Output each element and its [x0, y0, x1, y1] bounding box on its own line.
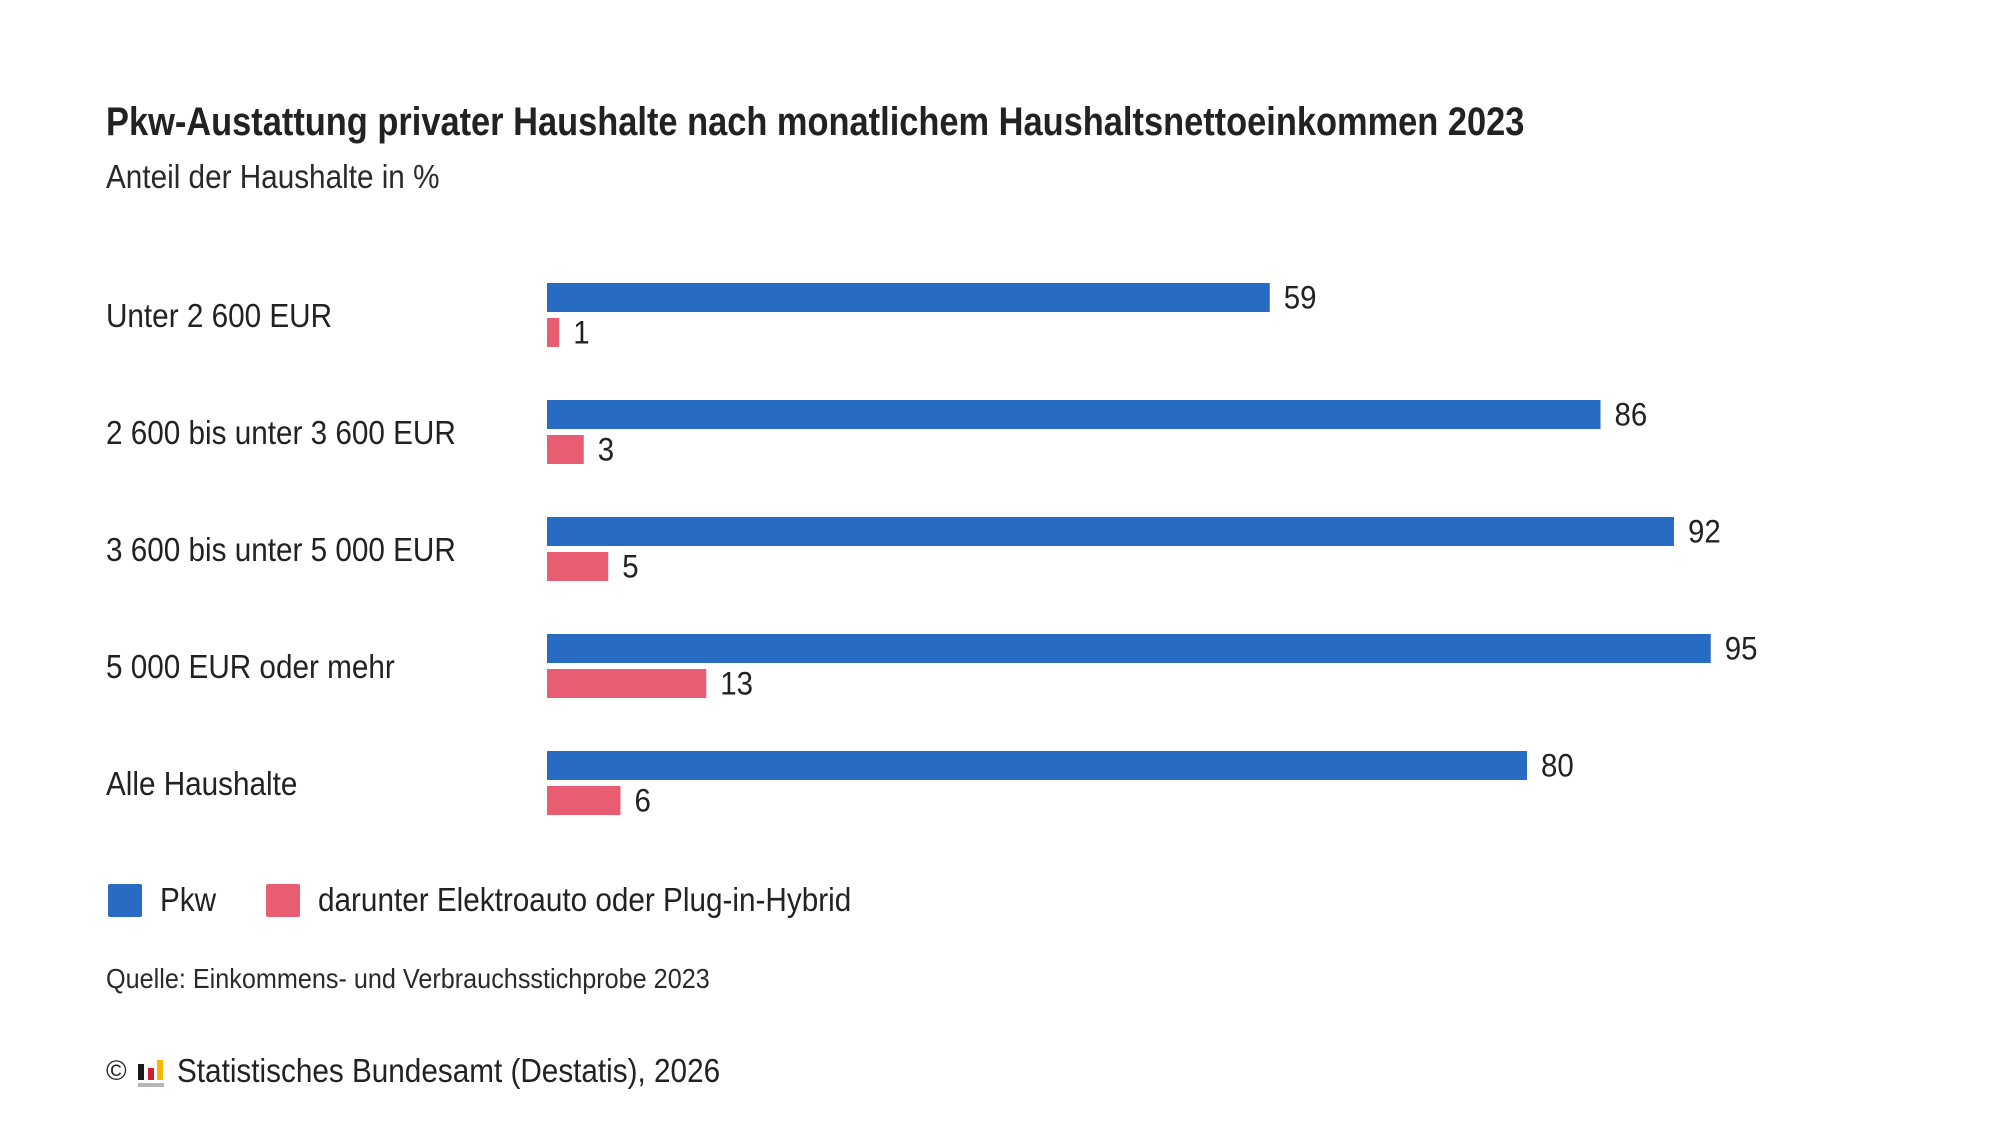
- category-label-5-000-eur-oder-mehr: 5 000 EUR oder mehr: [106, 649, 395, 686]
- chart-title: Pkw-Austattung privater Haushalte nach m…: [106, 100, 1525, 144]
- value-label-pkw-unter-2-600-eur: 59: [1284, 279, 1317, 315]
- value-label-pkw-3-600-bis-unter-5-000-eur: 92: [1688, 513, 1721, 549]
- value-label-elektro-2-600-bis-unter-3-600-eur: 3: [598, 431, 614, 467]
- copyright: © Statistisches Bundesamt (Destatis), 20…: [106, 1051, 780, 1091]
- logo-bar-black: [137, 1064, 144, 1080]
- value-label-pkw-2-600-bis-unter-3-600-eur: 86: [1614, 396, 1647, 432]
- logo-baseline: [137, 1083, 164, 1087]
- chart-subtitle: Anteil der Haushalte in %: [106, 158, 440, 195]
- bar-pkw-3-600-bis-unter-5-000-eur[interactable]: [547, 517, 1674, 546]
- category-label-unter-2-600-eur: Unter 2 600 EUR: [106, 298, 332, 335]
- value-label-pkw-5-000-eur-oder-mehr: 95: [1725, 630, 1758, 666]
- legend-item-elektro[interactable]: darunter Elektroauto oder Plug-in-Hybrid: [266, 881, 910, 919]
- bar-elektro-2-600-bis-unter-3-600-eur[interactable]: [547, 435, 584, 464]
- legend: Pkw darunter Elektroauto oder Plug-in-Hy…: [108, 881, 955, 919]
- legend-label-elektro: darunter Elektroauto oder Plug-in-Hybrid: [318, 881, 852, 918]
- copyright-text: Statistisches Bundesamt (Destatis), 2026: [176, 1052, 720, 1089]
- category-label-alle-haushalte: Alle Haushalte: [106, 766, 297, 803]
- legend-swatch-pkw: [108, 883, 142, 917]
- bar-elektro-5-000-eur-oder-mehr[interactable]: [547, 669, 707, 698]
- logo-bar-red: [147, 1068, 154, 1080]
- bar-pkw-5-000-eur-oder-mehr[interactable]: [547, 634, 1711, 663]
- value-label-elektro-alle-haushalte: 6: [635, 782, 651, 818]
- source-note: Quelle: Einkommens- und Verbrauchsstichp…: [106, 963, 710, 994]
- bar-elektro-unter-2-600-eur[interactable]: [547, 318, 560, 347]
- value-label-elektro-unter-2-600-eur: 1: [573, 314, 589, 350]
- legend-swatch-elektro: [266, 883, 301, 917]
- value-label-pkw-alle-haushalte: 80: [1541, 747, 1574, 783]
- bar-elektro-alle-haushalte[interactable]: [547, 786, 621, 815]
- value-labels: 59 1 86 3 92 5 95 13 80 6: [573, 279, 1757, 818]
- bar-pkw-alle-haushalte[interactable]: [547, 751, 1527, 780]
- legend-item-pkw[interactable]: Pkw: [108, 881, 222, 919]
- copyright-icon: ©: [106, 1055, 127, 1086]
- value-label-elektro-5-000-eur-oder-mehr: 13: [720, 665, 753, 701]
- value-label-elektro-3-600-bis-unter-5-000-eur: 5: [622, 548, 638, 584]
- bars: [547, 283, 1711, 815]
- category-label-2-600-bis-unter-3-600-eur: 2 600 bis unter 3 600 EUR: [106, 415, 456, 452]
- legend-label-pkw: Pkw: [160, 881, 217, 918]
- bar-pkw-2-600-bis-unter-3-600-eur[interactable]: [547, 400, 1601, 429]
- destatis-logo-icon: [137, 1060, 164, 1087]
- bar-pkw-unter-2-600-eur[interactable]: [547, 283, 1270, 312]
- bar-elektro-3-600-bis-unter-5-000-eur[interactable]: [547, 552, 609, 581]
- category-label-3-600-bis-unter-5-000-eur: 3 600 bis unter 5 000 EUR: [106, 532, 456, 569]
- category-labels: Unter 2 600 EUR 2 600 bis unter 3 600 EUR…: [106, 298, 456, 803]
- bar-chart: Unter 2 600 EUR 2 600 bis unter 3 600 EUR…: [106, 279, 1757, 818]
- logo-bar-yellow: [156, 1060, 163, 1080]
